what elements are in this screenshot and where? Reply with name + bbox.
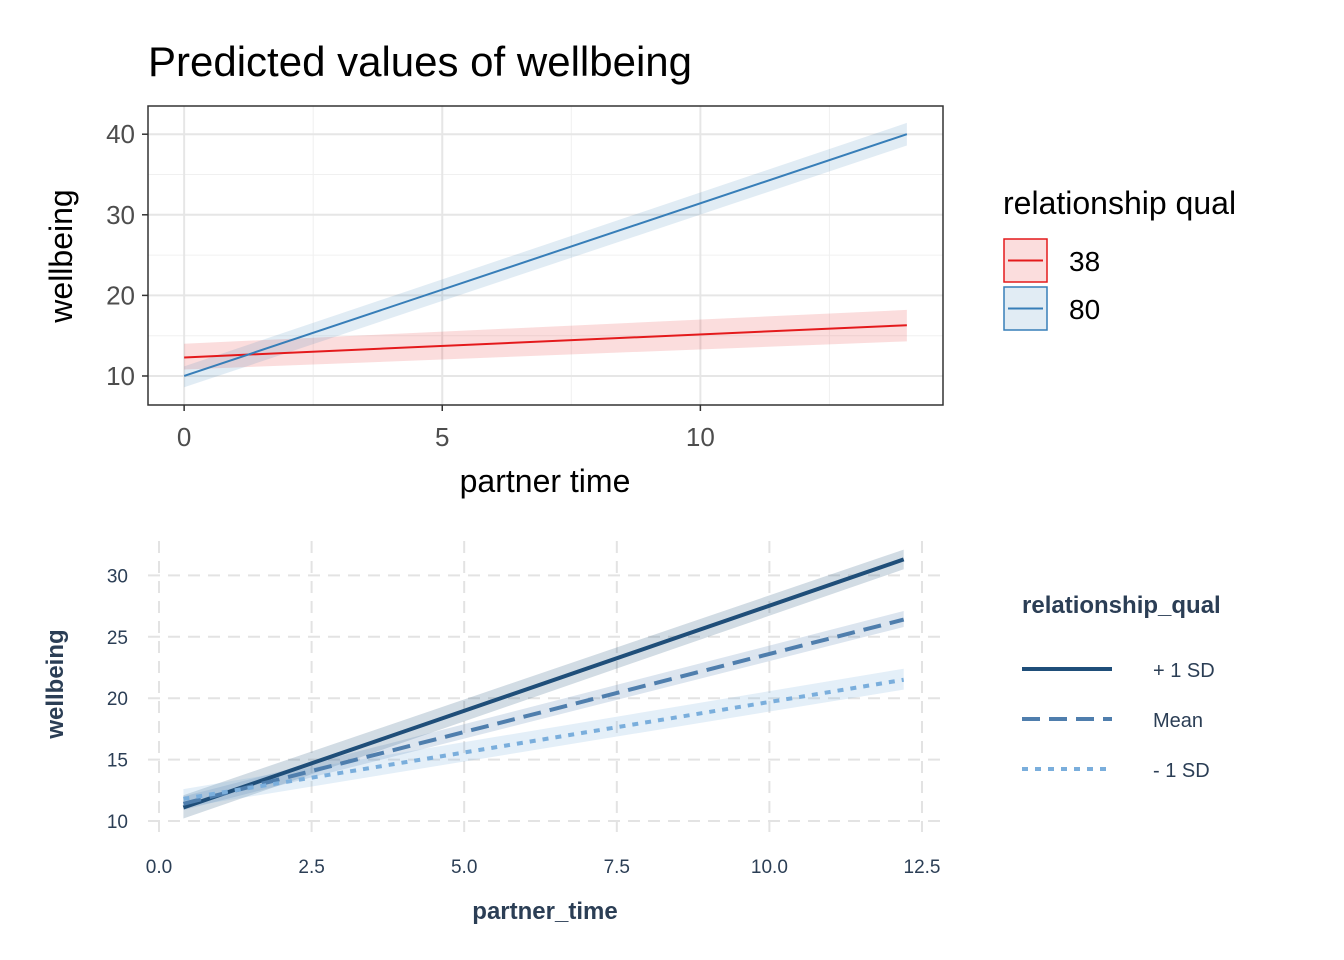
chart-2-legend-items: + 1 SD Mean - 1 SD (1022, 660, 1215, 782)
chart-1-legend-title: relationship qual (1003, 185, 1236, 221)
x-tick-label: 12.5 (904, 857, 941, 878)
y-tick-label: 25 (107, 628, 128, 649)
x-tick-label: 10 (686, 422, 715, 452)
ci-ribbon-38 (184, 309, 907, 370)
series-line-mean (182, 617, 905, 806)
chart-2: 0.0 2.5 5.0 7.5 10.0 12.5 10 15 20 25 30 partner_… (42, 541, 1221, 925)
x-tick-label: 2.5 (298, 857, 324, 878)
x-tick-label: 0.0 (146, 857, 172, 878)
legend-label-80: 80 (1069, 294, 1100, 325)
legend-label-38: 38 (1069, 246, 1100, 277)
y-tick-label: 20 (107, 689, 128, 710)
chart-1-title: Predicted values of wellbeing (148, 38, 692, 85)
x-tick-label: 10.0 (751, 857, 788, 878)
ci-ribbon-mean (183, 611, 904, 810)
chart-1-x-ticks: 0 5 10 (177, 405, 715, 452)
chart-1: Predicted values of wellbeing 0 5 10 10 20 3… (43, 38, 1236, 499)
chart-1-panel-border (147, 105, 944, 406)
chart-2-legend: relationship_qual + 1 SD Mean - 1 SD (1022, 592, 1221, 782)
y-tick-label: 10 (107, 812, 128, 833)
chart-1-y-ticks: 10 20 30 40 (106, 119, 148, 391)
chart-1-legend: relationship qual 38 80 (1003, 185, 1236, 331)
chart-1-y-axis-label: wellbeing (43, 189, 79, 323)
chart-2-y-axis-label: wellbeing (42, 629, 69, 739)
x-tick-label: 7.5 (604, 857, 630, 878)
chart-1-x-axis-label: partner time (460, 463, 631, 499)
chart-2-grid (148, 541, 943, 832)
legend-label-1-sd: + 1 SD (1153, 660, 1215, 682)
chart-2-legend-title: relationship_qual (1022, 592, 1221, 619)
y-tick-label: 40 (106, 119, 135, 149)
y-tick-label: 15 (107, 751, 128, 772)
chart-2-x-axis-label: partner_time (472, 898, 617, 925)
series-line-1-sd (183, 677, 905, 801)
chart-1-lines (183, 133, 908, 377)
y-tick-label: 20 (106, 280, 135, 310)
chart-1-legend-items: 38 80 (1003, 238, 1100, 331)
y-tick-label: 30 (106, 200, 135, 230)
legend-label-mean: Mean (1153, 710, 1203, 732)
chart-2-lines (182, 557, 905, 810)
x-tick-label: 5 (435, 422, 449, 452)
y-tick-label: 10 (106, 361, 135, 391)
chart-2-y-ticks: 10 15 20 25 30 (107, 566, 128, 833)
series-line-1-sd (182, 557, 905, 810)
x-tick-label: 5.0 (451, 857, 477, 878)
x-tick-label: 0 (177, 422, 191, 452)
y-tick-label: 30 (107, 566, 128, 587)
series-line-80 (183, 133, 908, 377)
series-line-38 (184, 324, 907, 359)
legend-label-1-sd: - 1 SD (1153, 760, 1210, 782)
chart-2-x-ticks: 0.0 2.5 5.0 7.5 10.0 12.5 (146, 857, 941, 878)
